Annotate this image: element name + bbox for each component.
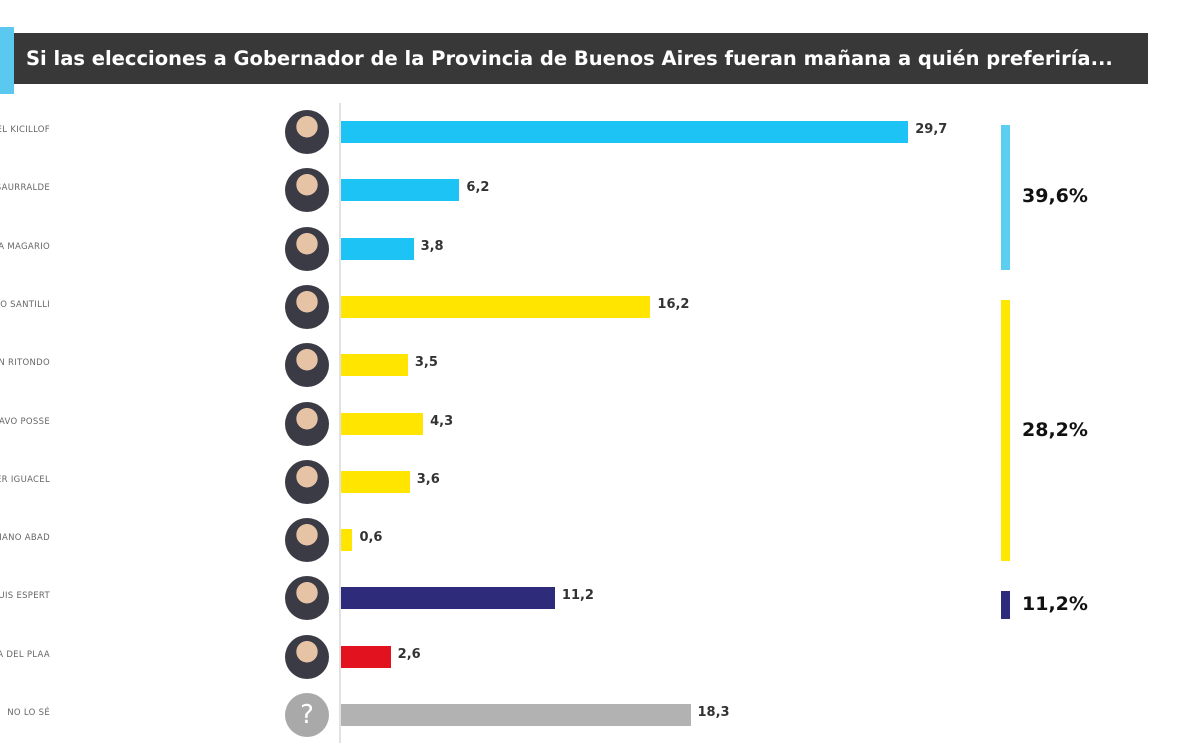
category-label: MARTÍN INSAURRALDE [0,183,50,194]
bar [341,704,691,726]
bar [341,354,408,377]
group-bar [1001,591,1010,620]
candidate-avatar [285,343,329,388]
data-label: 0,6 [359,530,383,546]
chart-row: JOSÉ LUIS ESPERT 11,2 [0,573,980,623]
data-label: 16,2 [657,296,690,312]
chart-row: NO LO SÉ? 18,3 [0,690,980,740]
group-bar [1001,299,1010,562]
group-total-label: 28,2% [1022,418,1088,441]
candidate-avatar [285,284,329,329]
candidate-avatar [285,634,329,679]
chart-row: GUSTAVO POSSE 4,3 [0,399,980,449]
data-label: 29,7 [915,122,948,137]
candidate-avatar [285,459,329,504]
chart-row: JAVIER IGUACEL 3,6 [0,457,980,507]
y-axis-line [339,103,341,743]
candidate-avatar [285,168,329,213]
category-label: AXEL KICILLOF [0,125,50,135]
chart-row: MARTÍN INSAURRALDE 6,2 [0,165,980,215]
candidate-avatar [285,401,329,446]
bar [341,587,555,610]
data-label: 3,6 [416,471,440,487]
category-label: JOSÉ LUIS ESPERT [0,591,50,602]
data-label: 2,6 [397,646,421,662]
chart-row: ROMINA DEL PLAA 2,6 [0,632,980,682]
chart-row: DIEGO SANTILLI 16,2 [0,282,980,332]
bar [341,179,460,202]
chart-row: VERÓNICA MAGARIO 3,8 [0,224,980,274]
category-label: GUSTAVO POSSE [0,416,50,427]
candidate-avatar [285,576,329,621]
bar [341,412,424,435]
bar [341,121,909,143]
category-label: DIEGO SANTILLI [0,299,50,310]
data-label: 4,3 [430,413,454,429]
chart-row: CRISTIAN RITONDO 3,5 [0,340,980,390]
bar [341,645,391,668]
chart-row: AXEL KICILLOF 29,7 [0,107,980,157]
question-icon: ? [285,693,329,737]
candidate-avatar [285,226,329,271]
bar [341,295,651,318]
category-label: JAVIER IGUACEL [0,474,50,485]
group-bar [1001,125,1010,270]
candidate-avatar [285,110,329,154]
candidate-avatar [285,518,329,563]
category-label: ROMINA DEL PLAA [0,649,50,660]
category-label: NO LO SÉ [7,708,50,718]
group-total-label: 39,6% [1022,185,1088,208]
data-label: 3,8 [420,238,444,254]
bar [341,470,410,493]
title-accent [0,27,14,94]
bar [341,237,414,260]
category-label: CRISTIAN RITONDO [0,358,50,369]
data-label: 11,2 [561,588,594,604]
category-label: MAXIMILIANO ABAD [0,533,50,544]
bar [341,529,353,552]
category-label: VERÓNICA MAGARIO [0,241,50,252]
group-total-label: 11,2% [1022,593,1088,616]
data-label: 18,3 [697,705,730,720]
chart-title: Si las elecciones a Gobernador de la Pro… [14,33,1148,84]
data-label: 6,2 [466,180,490,196]
data-label: 3,5 [414,355,438,371]
chart-row: MAXIMILIANO ABAD 0,6 [0,515,980,565]
